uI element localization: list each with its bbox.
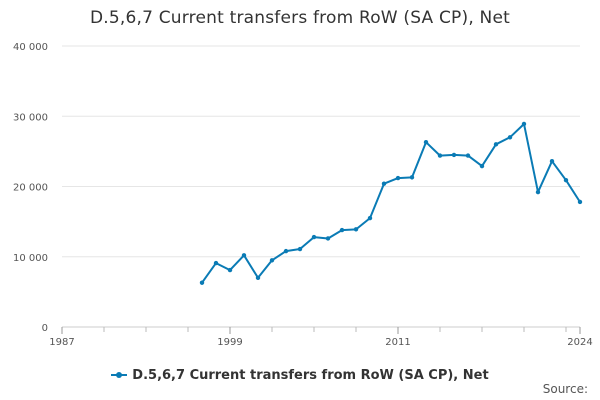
x-tick-label: 1987 [49, 337, 74, 348]
data-point [549, 159, 555, 164]
data-point [437, 153, 443, 158]
data-point [521, 121, 527, 127]
data-point [423, 140, 429, 145]
data-point [451, 152, 457, 158]
data-point [507, 135, 513, 140]
legend-label: D.5,6,7 Current transfers from RoW (SA C… [132, 367, 489, 383]
y-tick-label: 10 000 [13, 253, 48, 264]
data-point [213, 260, 219, 266]
data-point [297, 246, 303, 252]
y-tick-label: 40 000 [13, 42, 48, 53]
data-point [367, 215, 373, 221]
data-point [409, 175, 415, 180]
x-tick-label: 2024 [567, 337, 592, 348]
data-point [353, 227, 359, 232]
x-tick-label: 2011 [385, 337, 410, 348]
data-point [535, 189, 541, 195]
data-point [325, 236, 331, 241]
data-point [255, 275, 261, 281]
data-point [563, 177, 569, 183]
data-point [493, 142, 499, 147]
y-tick-label: 0 [42, 323, 48, 334]
data-point [241, 253, 247, 258]
legend-line-marker-icon [111, 372, 128, 378]
source-label: Source: [542, 382, 588, 396]
data-point [199, 280, 205, 285]
legend: D.5,6,7 Current transfers from RoW (SA C… [0, 365, 600, 383]
data-point [283, 248, 289, 254]
chart-title: D.5,6,7 Current transfers from RoW (SA C… [89, 8, 510, 28]
data-point [381, 181, 387, 186]
data-point [479, 163, 485, 169]
y-tick-label: 20 000 [13, 183, 48, 194]
data-point [339, 227, 345, 233]
data-point [395, 175, 401, 181]
series-line [201, 123, 581, 284]
data-point [269, 258, 275, 263]
data-point [227, 267, 233, 273]
data-point [465, 153, 471, 158]
x-tick-label: 1999 [217, 337, 242, 348]
y-tick-label: 30 000 [13, 112, 48, 123]
data-point [577, 199, 583, 205]
data-point [311, 234, 317, 240]
legend-item[interactable]: D.5,6,7 Current transfers from RoW (SA C… [111, 367, 489, 383]
